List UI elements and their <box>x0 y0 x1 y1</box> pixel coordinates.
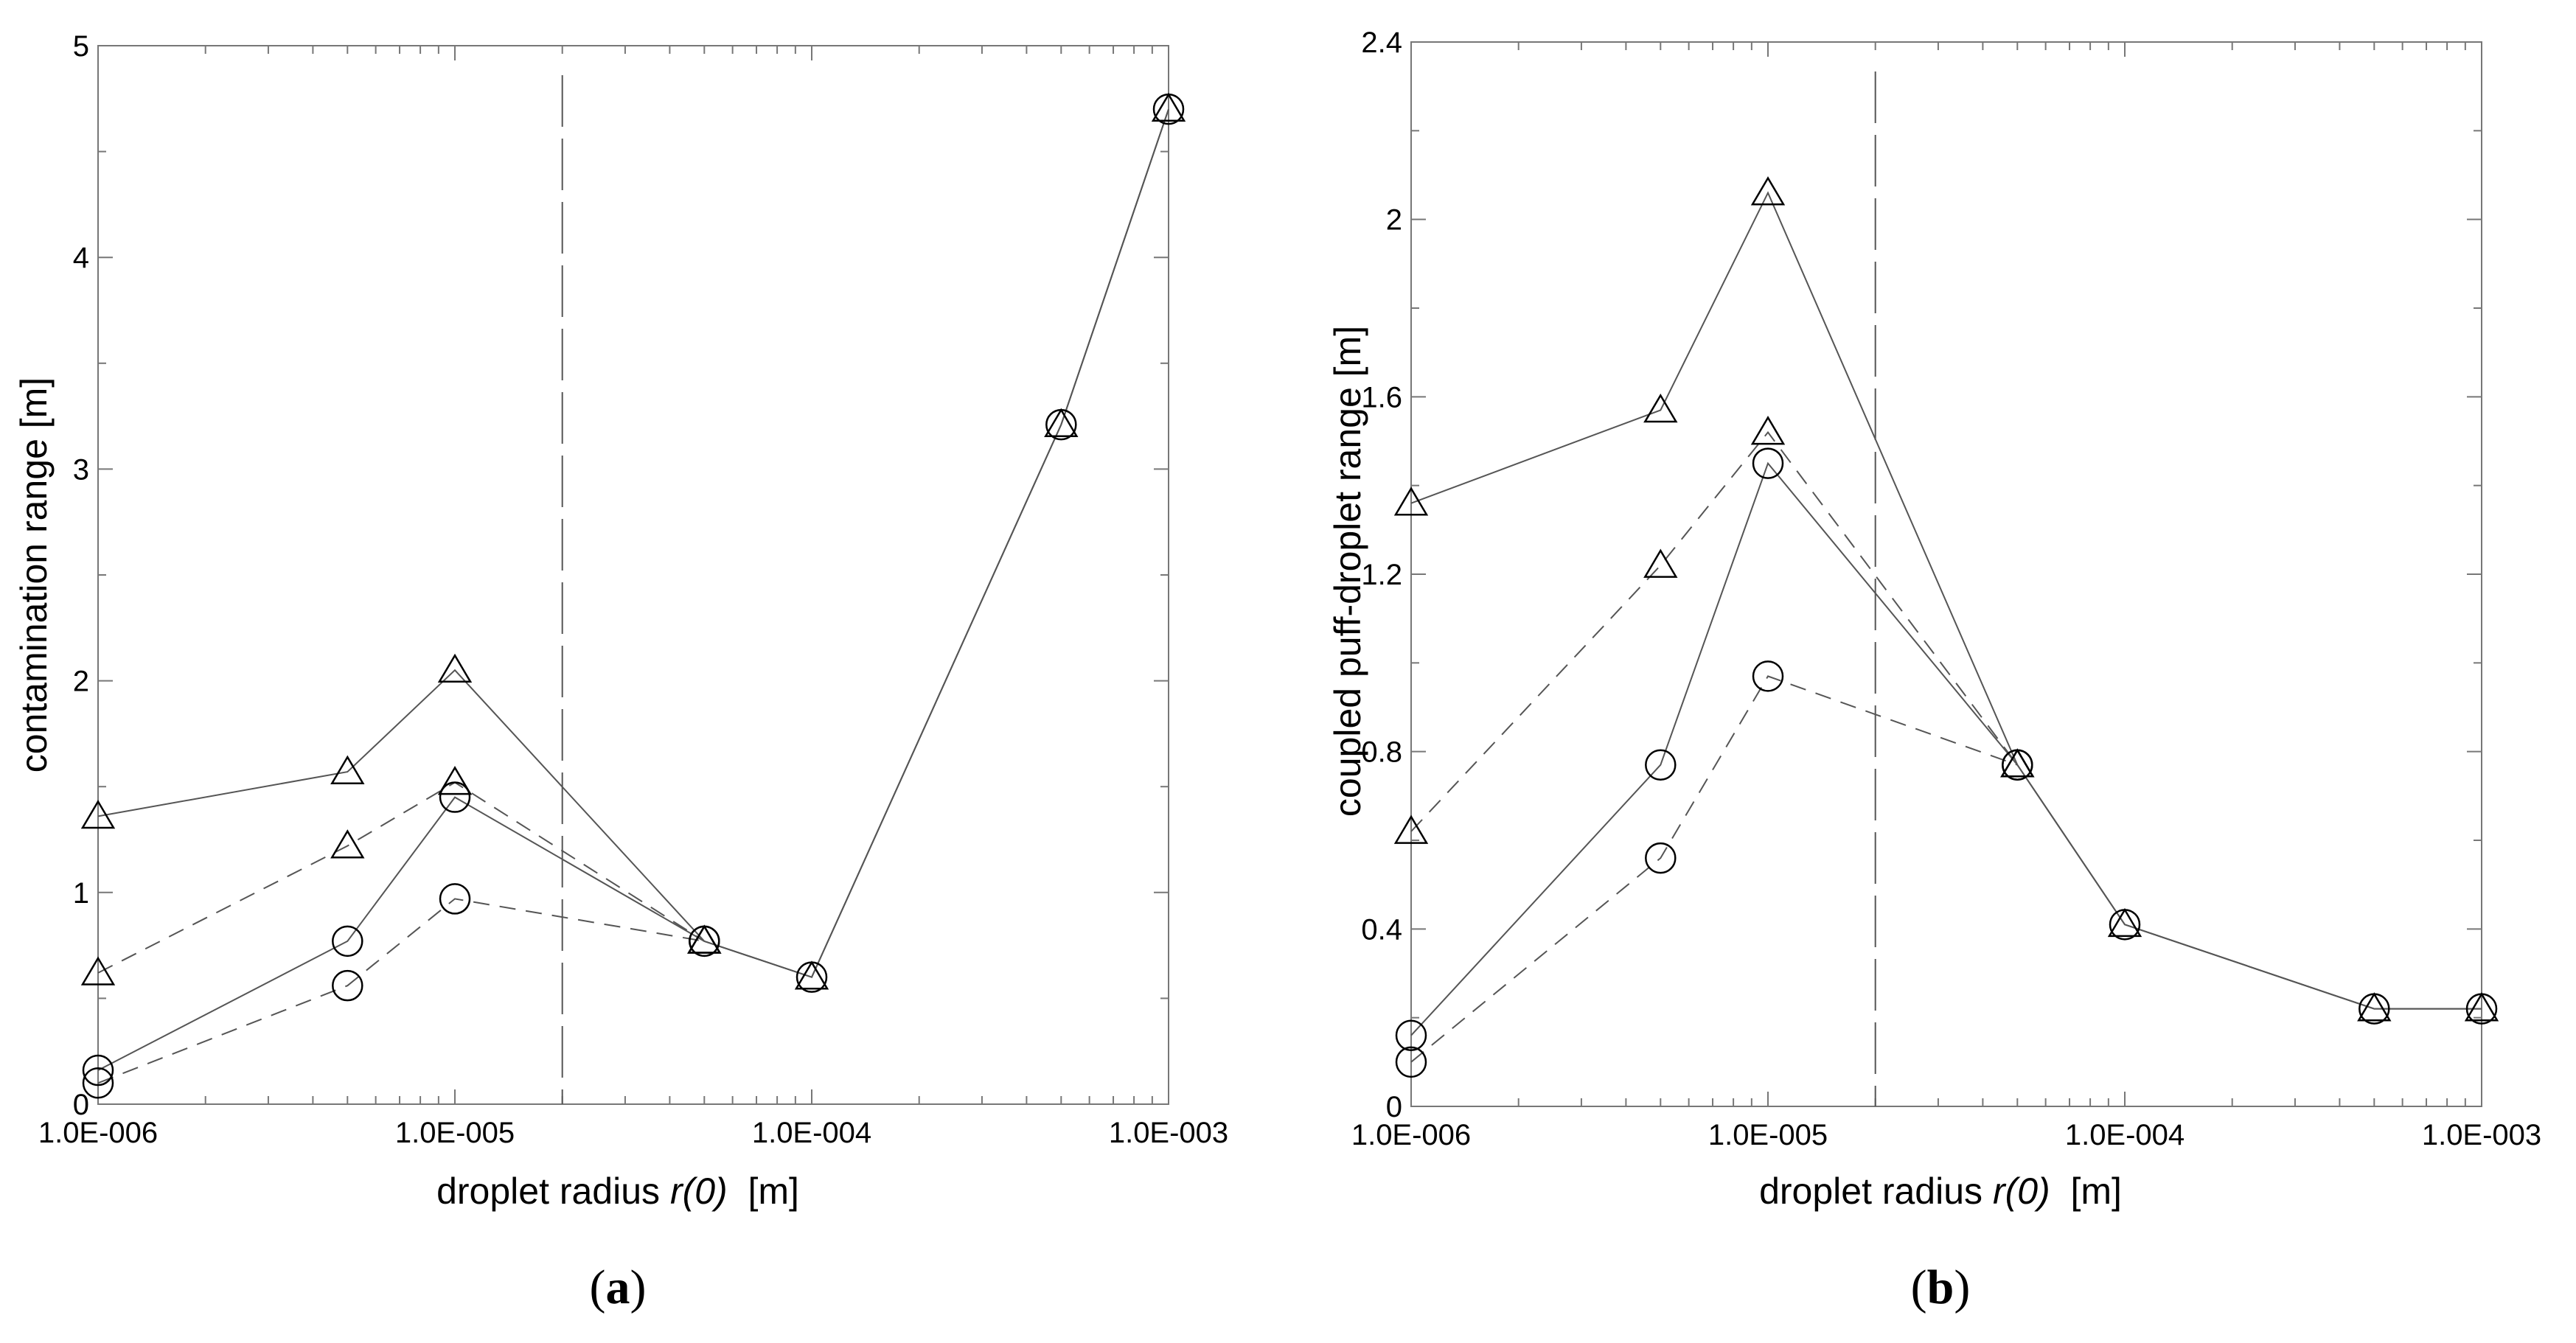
x-tick-label: 1.0E-006 <box>38 1117 158 1149</box>
data-point-circle <box>1395 1019 1427 1051</box>
y-tick-label: 4 <box>73 242 89 274</box>
chart-panel-a: 1.0E-006 1.0E-005 1.0E-004 1.0E-003 0 1 … <box>13 30 1228 1314</box>
data-point-triangle <box>687 924 722 954</box>
y-tick-label: 0.4 <box>1361 913 1402 946</box>
x-axis-label-unit: [m] <box>728 1171 799 1212</box>
data-point-triangle <box>1393 486 1429 516</box>
data-point-circle <box>796 961 828 993</box>
series-line-3 <box>97 108 1169 1071</box>
series-line-1 <box>1410 191 2482 1010</box>
y-tick-labels: 0 0.4 0.8 1.2 1.6 2 2.4 <box>1361 27 1402 1123</box>
panel-label-b: (b) <box>1911 1260 1971 1314</box>
data-point-circle <box>1752 447 1784 479</box>
x-axis-label-variable: r(0) <box>670 1171 728 1212</box>
y-tick-labels: 0 1 2 3 4 5 <box>73 30 89 1121</box>
data-point-triangle <box>1750 416 1786 445</box>
x-tick-labels: 1.0E-006 1.0E-005 1.0E-004 1.0E-003 <box>38 1117 1228 1149</box>
data-point-circle <box>1752 660 1784 692</box>
series-markers <box>1393 176 2499 1078</box>
data-point-triangle <box>330 829 365 859</box>
y-tick-label: 5 <box>73 30 89 63</box>
series-line-2 <box>1410 430 2019 832</box>
x-axis-label-text: droplet radius <box>1759 1171 1993 1212</box>
x-tick-label: 1.0E-006 <box>1351 1119 1471 1151</box>
plot-frame <box>97 45 1169 1105</box>
data-point-triangle <box>2464 992 2499 1022</box>
y-axis-label: contamination range [m] <box>13 377 55 772</box>
data-point-circle <box>2465 993 2498 1025</box>
y-tick-label: 0 <box>1386 1091 1402 1123</box>
data-point-circle <box>332 925 363 957</box>
data-point-circle <box>2359 993 2390 1025</box>
data-point-triangle <box>80 956 116 986</box>
x-axis-label-variable: r(0) <box>1993 1171 2050 1212</box>
data-point-triangle <box>80 799 116 829</box>
y-tick-label: 0.8 <box>1361 736 1402 769</box>
data-point-triangle <box>2107 907 2142 938</box>
data-point-circle <box>82 1054 114 1086</box>
x-axis-label-text: droplet radius <box>436 1171 670 1212</box>
series-line-4 <box>1410 675 2018 1063</box>
y-tick-label: 1 <box>73 877 89 910</box>
y-axis-label: coupled puff-droplet range [m] <box>1327 326 1368 817</box>
x-tick-label: 1.0E-005 <box>1708 1119 1828 1151</box>
x-tick-label: 1.0E-004 <box>752 1117 871 1149</box>
x-tick-label: 1.0E-004 <box>2065 1119 2185 1151</box>
x-tick-labels: 1.0E-006 1.0E-005 1.0E-004 1.0E-003 <box>1351 1119 2541 1151</box>
y-tick-label: 2 <box>1386 204 1402 237</box>
data-point-circle <box>689 925 720 957</box>
data-point-triangle <box>1643 548 1678 578</box>
data-point-triangle <box>2357 992 2392 1022</box>
plot-frame <box>1410 41 2482 1107</box>
y-tick-label: 3 <box>73 453 89 486</box>
data-point-circle <box>439 883 471 915</box>
data-point-triangle <box>1643 393 1678 423</box>
panel-label-a: (a) <box>590 1260 647 1314</box>
x-axis-label-unit: [m] <box>2050 1171 2122 1212</box>
axis-ticks <box>97 45 1169 1105</box>
data-point-triangle <box>1044 408 1079 437</box>
data-point-circle <box>439 781 471 813</box>
panel-letter: b <box>1927 1260 1954 1314</box>
y-tick-label: 2 <box>73 666 89 698</box>
x-tick-label: 1.0E-003 <box>2422 1119 2541 1151</box>
data-point-circle <box>1645 842 1677 874</box>
y-tick-label: 1.6 <box>1361 381 1402 414</box>
series-markers <box>80 92 1186 1099</box>
data-point-circle <box>1152 93 1185 125</box>
data-point-circle <box>2002 749 2033 781</box>
data-point-circle <box>1045 408 1077 441</box>
data-point-circle <box>1645 749 1677 781</box>
data-point-circle <box>332 969 363 1002</box>
data-point-triangle <box>1151 92 1186 122</box>
x-axis-label: droplet radius r(0) [m] <box>1759 1171 2122 1212</box>
x-tick-label: 1.0E-003 <box>1109 1117 1228 1149</box>
series-line-3 <box>1410 461 2482 1036</box>
series-line-2 <box>97 781 705 974</box>
y-tick-label: 1.2 <box>1361 559 1402 591</box>
data-point-triangle <box>437 766 473 795</box>
data-point-triangle <box>437 653 473 683</box>
x-tick-label: 1.0E-005 <box>395 1117 515 1149</box>
data-point-triangle <box>330 755 365 784</box>
axis-ticks <box>1410 41 2482 1107</box>
x-axis-label: droplet radius r(0) [m] <box>436 1171 799 1212</box>
data-point-circle <box>82 1067 114 1099</box>
series-line-4 <box>97 898 705 1084</box>
y-tick-label: 0 <box>73 1089 89 1121</box>
data-point-circle <box>1395 1046 1427 1078</box>
data-point-triangle <box>2000 748 2035 778</box>
y-tick-label: 2.4 <box>1361 27 1402 59</box>
data-point-triangle <box>1750 176 1786 206</box>
data-point-triangle <box>1393 814 1429 844</box>
chart-panel-b: 1.0E-006 1.0E-005 1.0E-004 1.0E-003 0 0.… <box>1327 27 2541 1314</box>
data-point-circle <box>2109 909 2141 941</box>
series-lines <box>1410 191 2482 1063</box>
panel-letter: a <box>606 1260 630 1314</box>
data-point-triangle <box>794 960 829 990</box>
series-lines <box>97 108 1169 1084</box>
